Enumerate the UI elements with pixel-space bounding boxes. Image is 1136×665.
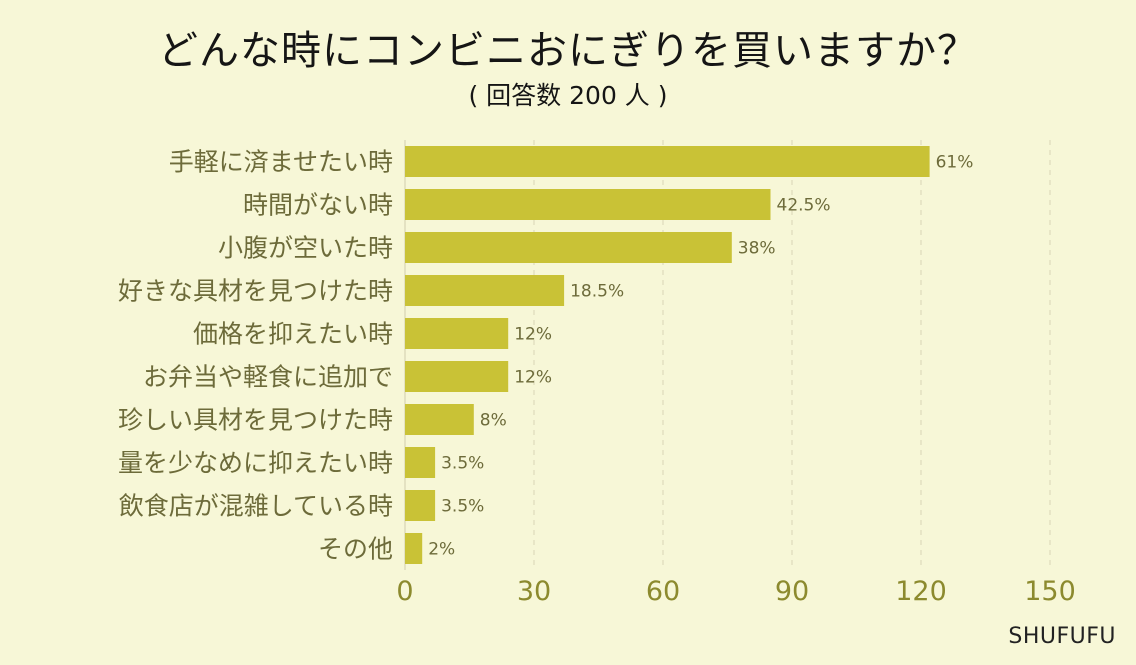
- category-label: お弁当や軽食に追加で: [143, 363, 393, 392]
- x-tick-label: 150: [1024, 576, 1076, 607]
- x-tick-label: 120: [895, 576, 947, 607]
- category-label: 時間がない時: [243, 191, 393, 220]
- bar: [405, 533, 423, 564]
- category-label: 飲食店が混雑している時: [119, 492, 393, 521]
- x-tick-label: 90: [775, 576, 809, 607]
- bar: [405, 404, 474, 435]
- category-label: 手軽に済ませたい時: [169, 148, 393, 177]
- category-label: 珍しい具材を見つけた時: [118, 406, 393, 435]
- data-label: 3.5%: [441, 497, 484, 517]
- data-label: 2%: [428, 540, 455, 560]
- chart-subtitle: ( 回答数 200 人 ): [468, 81, 668, 110]
- data-label: 12%: [514, 325, 552, 345]
- bar: [405, 490, 436, 521]
- bar: [405, 275, 565, 306]
- bar: [405, 146, 930, 177]
- data-label: 12%: [514, 368, 552, 388]
- category-label: 量を少なめに抑えたい時: [118, 449, 393, 478]
- data-label: 61%: [936, 153, 974, 173]
- bar: [405, 447, 436, 478]
- category-label: その他: [318, 535, 393, 564]
- data-label: 8%: [480, 411, 507, 431]
- data-label: 38%: [738, 239, 776, 259]
- bar: [405, 318, 509, 349]
- brand-logo-text: SHUFUFU: [1008, 624, 1116, 649]
- data-label: 3.5%: [441, 454, 484, 474]
- data-label: 42.5%: [777, 196, 831, 216]
- bar: [405, 361, 509, 392]
- bar: [405, 232, 732, 263]
- x-tick-label: 0: [396, 576, 413, 607]
- x-tick-label: 30: [517, 576, 551, 607]
- category-label: 好きな具材を見つけた時: [118, 277, 393, 306]
- x-tick-label: 60: [646, 576, 680, 607]
- category-label: 小腹が空いた時: [218, 234, 393, 263]
- bar: [405, 189, 771, 220]
- data-label: 18.5%: [570, 282, 624, 302]
- chart-title: どんな時にコンビニおにぎりを買いますか？: [158, 28, 978, 74]
- category-label: 価格を抑えたい時: [193, 320, 393, 349]
